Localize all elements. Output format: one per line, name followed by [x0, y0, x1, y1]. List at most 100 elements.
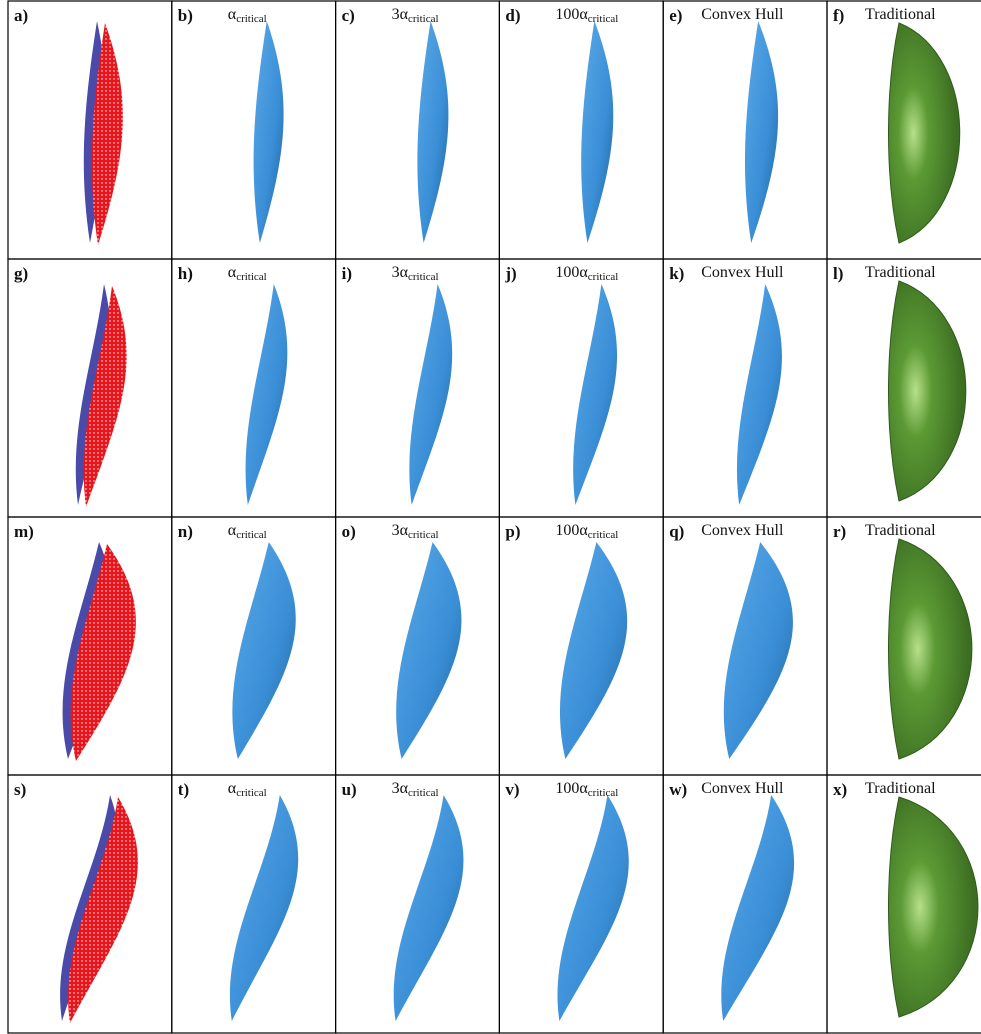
- surface-mesh: [254, 21, 284, 243]
- panel-title: 100αcritical: [555, 264, 618, 283]
- panel-title-main: 100α: [555, 780, 588, 797]
- panel-title: αcritical: [228, 522, 267, 541]
- panel-title-main: 3α: [392, 780, 409, 797]
- panel-title: Convex Hull: [701, 522, 784, 539]
- panel-title: Convex Hull: [701, 264, 784, 281]
- panel-title: 100αcritical: [555, 6, 618, 25]
- panel: u) 3αcritical: [336, 775, 500, 1033]
- surface-mesh: [573, 284, 617, 505]
- panel: l) Traditional: [827, 259, 981, 517]
- traditional-model: [889, 539, 972, 759]
- panel: p) 100αcritical: [499, 517, 663, 775]
- panel-title-sub: critical: [408, 787, 439, 799]
- panel-title: 3αcritical: [392, 264, 439, 283]
- panel-title: Traditional: [865, 522, 936, 539]
- panel-title-main: Traditional: [865, 6, 936, 23]
- surface-mesh: [396, 542, 461, 759]
- panel-title-sub: critical: [236, 13, 267, 25]
- panel-title-sub: critical: [408, 13, 439, 25]
- panel-title: Convex Hull: [701, 780, 784, 797]
- surface-mesh: [417, 21, 448, 243]
- panel: c)3αcritical: [336, 1, 500, 259]
- panel-title: 3αcritical: [392, 522, 439, 541]
- panel-title: αcritical: [228, 6, 267, 25]
- panel-title: Traditional: [865, 6, 936, 23]
- panel-title-main: Convex Hull: [701, 780, 784, 797]
- panel: g): [8, 259, 172, 517]
- panel-label: q): [669, 522, 684, 541]
- panel-title-main: Convex Hull: [701, 6, 784, 23]
- panel-border: [663, 1, 827, 259]
- panel-label: h): [178, 264, 193, 283]
- surface-mesh: [409, 284, 452, 505]
- point-cloud-front: [71, 544, 136, 761]
- panel-label: l): [833, 264, 843, 283]
- surface-mesh: [232, 542, 295, 759]
- panel-label: m): [14, 522, 34, 541]
- panel-title-main: Traditional: [865, 522, 936, 539]
- panel: i) 3αcritical: [336, 259, 500, 517]
- panel-title-main: 100α: [555, 522, 588, 539]
- panel-title-main: 3α: [392, 6, 409, 23]
- panel-title-main: 100α: [555, 264, 588, 281]
- panel: r)Traditional: [827, 517, 981, 775]
- panel-label: u): [342, 780, 357, 799]
- surface-mesh: [557, 795, 628, 1021]
- panel-title-sub: critical: [588, 13, 619, 25]
- panel-label: f): [833, 6, 844, 25]
- panel: f) Traditional: [827, 1, 981, 259]
- panel: v) 100αcritical: [499, 775, 663, 1033]
- surface-mesh: [394, 795, 464, 1021]
- panel-label: e): [669, 6, 682, 25]
- panel-title-sub: critical: [588, 529, 619, 541]
- panel: o)3αcritical: [336, 517, 500, 775]
- panel: h) αcritical: [172, 259, 336, 517]
- panel-title-sub: critical: [588, 271, 619, 283]
- figure: a)b)αcriticalc)3αcriticald)100αcriticale…: [0, 0, 981, 1034]
- panel-border: [499, 1, 663, 259]
- traditional-model: [889, 797, 978, 1017]
- panel: x) Traditional: [827, 775, 981, 1033]
- panel: e) Convex Hull: [663, 1, 827, 259]
- panel-label: v): [505, 780, 519, 799]
- panel-label: k): [669, 264, 684, 283]
- surface-mesh: [230, 795, 298, 1021]
- panel-label: i): [342, 264, 352, 283]
- traditional-model: [889, 23, 960, 243]
- panel-label: w): [669, 780, 687, 799]
- surface-mesh: [721, 795, 794, 1021]
- panel-title-main: Traditional: [865, 264, 936, 281]
- panel: t)αcritical: [172, 775, 336, 1033]
- panel-title: Convex Hull: [701, 6, 784, 23]
- panel-title: αcritical: [228, 264, 267, 283]
- surface-mesh: [560, 542, 627, 759]
- panel-title-sub: critical: [408, 271, 439, 283]
- panel: w) Convex Hull: [663, 775, 827, 1033]
- panel-border: [172, 1, 336, 259]
- panel-title: 100αcritical: [555, 522, 618, 541]
- panel: n) αcritical: [172, 517, 336, 775]
- page: a)b)αcriticalc)3αcriticald)100αcriticale…: [0, 0, 981, 1034]
- panel-label: b): [178, 6, 193, 25]
- panel-title-main: 100α: [555, 6, 588, 23]
- panel-title-sub: critical: [588, 787, 619, 799]
- panel-title-main: 3α: [392, 522, 409, 539]
- panel-title: 3αcritical: [392, 780, 439, 799]
- panel-label: n): [178, 522, 193, 541]
- panel-title-sub: critical: [408, 529, 439, 541]
- panel-border: [336, 1, 500, 259]
- panel-title: 100αcritical: [555, 780, 618, 799]
- panel: k) Convex Hull: [663, 259, 827, 517]
- panel-title: Traditional: [865, 264, 936, 281]
- panel-title-sub: critical: [236, 787, 267, 799]
- panel: j)100αcritical: [499, 259, 663, 517]
- panel: m): [8, 517, 172, 775]
- panel-label: p): [505, 522, 520, 541]
- surface-mesh: [581, 21, 613, 243]
- panel: b) αcritical: [172, 1, 336, 259]
- panel-title-main: Traditional: [865, 780, 936, 797]
- panel-label: x): [833, 780, 847, 799]
- panel: q) Convex Hull: [663, 517, 827, 775]
- panel-title-main: 3α: [392, 264, 409, 281]
- surface-mesh: [724, 542, 793, 759]
